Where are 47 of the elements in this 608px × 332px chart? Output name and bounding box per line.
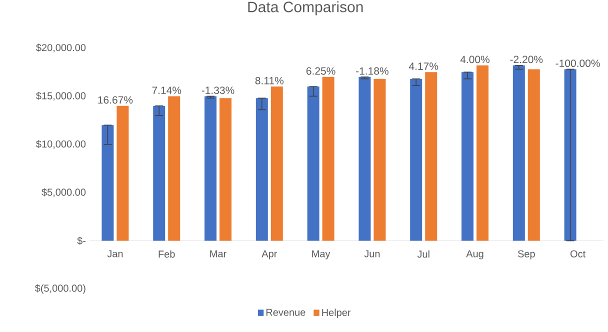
legend-label: Helper <box>322 308 351 318</box>
bar <box>168 96 180 241</box>
bar <box>307 86 320 241</box>
annotation: -2.20% <box>510 56 543 64</box>
bar <box>322 76 334 241</box>
x-tick-label: Oct <box>570 250 586 258</box>
bar <box>256 98 268 241</box>
annotation: -1.33% <box>202 86 234 94</box>
y-tick-label: $(5,000.00) <box>34 284 86 294</box>
bar <box>358 76 371 241</box>
bar <box>528 69 540 241</box>
annotation: -1.18% <box>356 67 388 75</box>
y-tick-label: $20,000.00 <box>36 44 86 52</box>
bar <box>410 78 422 241</box>
bar <box>102 125 114 241</box>
bar <box>374 78 386 241</box>
y-tick-label: $5,000.00 <box>42 188 86 197</box>
x-tick-label: Jan <box>107 250 123 258</box>
bar <box>512 65 525 241</box>
y-tick-label: $10,000.00 <box>36 140 86 149</box>
x-tick-label: Sep <box>518 250 535 260</box>
annotation: 6.25% <box>306 67 336 75</box>
bar <box>116 106 129 241</box>
annotation: 16.67% <box>98 96 133 104</box>
annotation: -100.00% <box>556 60 600 68</box>
x-tick-label: Apr <box>262 250 278 260</box>
x-tick-label: Feb <box>158 250 175 258</box>
bar <box>220 98 232 241</box>
x-tick-label: May <box>312 250 330 260</box>
annotation: 7.14% <box>152 86 182 94</box>
x-tick-label: Aug <box>466 250 484 260</box>
y-tick-label: $15,000.00 <box>36 92 86 101</box>
bar <box>270 86 283 241</box>
bar <box>153 106 166 241</box>
annotation: 4.17% <box>408 62 438 70</box>
legend-label: Revenue <box>266 308 306 316</box>
y-tick-label: $- <box>77 236 86 245</box>
bar <box>204 96 217 241</box>
bar <box>462 72 474 241</box>
x-tick-label: Jul <box>417 250 430 258</box>
bar <box>476 65 489 241</box>
x-tick-label: Mar <box>210 250 226 258</box>
annotation: 8.11% <box>255 76 284 84</box>
chart-title: Data Comparison <box>248 1 363 16</box>
bar <box>425 72 438 241</box>
annotation: 4.00% <box>460 56 490 64</box>
x-tick-label: Jun <box>364 250 380 258</box>
